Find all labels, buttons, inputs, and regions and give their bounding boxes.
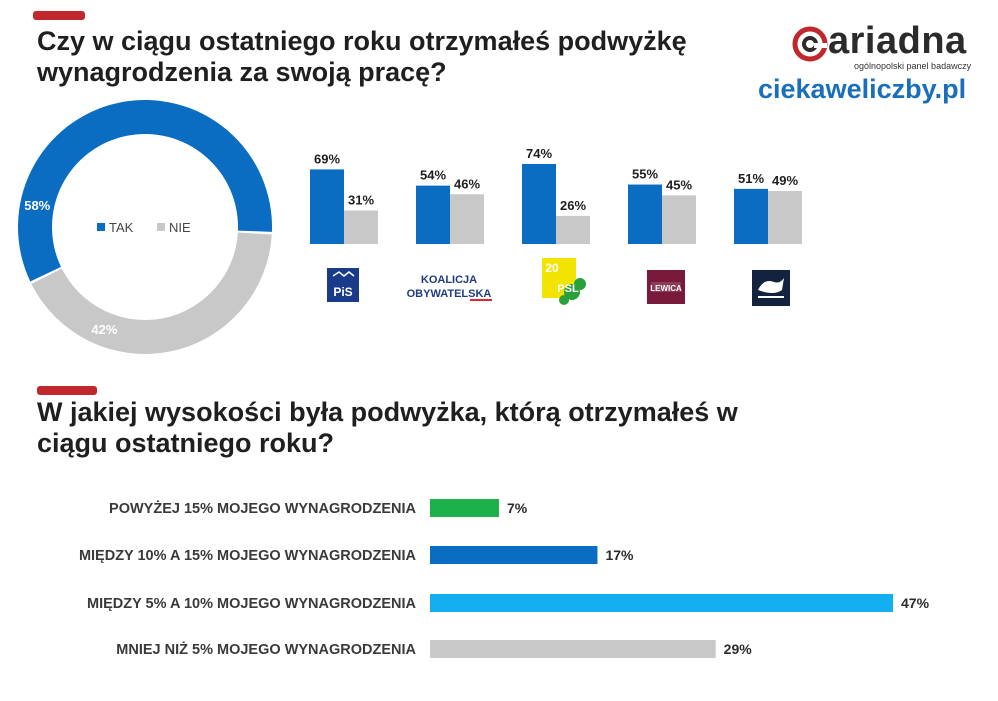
party-bar-label-1-nie: 31% [348, 192, 374, 207]
question-1-title-line-1: Czy w ciągu ostatniego roku otrzymałeś p… [37, 26, 687, 56]
party-bar-4-tak [628, 184, 662, 244]
raise-category-label-2: MIĘDZY 10% A 15% MOJEGO WYNAGRODZENIA [79, 548, 417, 564]
raise-value-label-3: 47% [901, 595, 930, 611]
raise-category-label-1: POWYŻEJ 15% MOJEGO WYNAGRODZENIA [109, 500, 416, 517]
question-2-title-line-2: ciągu ostatniego roku? [37, 427, 335, 458]
accent-bar-middle [37, 386, 97, 395]
party-bar-label-4-tak: 55% [632, 167, 658, 182]
party-bar-1-tak [310, 169, 344, 244]
legend-swatch-nie [157, 223, 165, 231]
party-bar-2-tak [416, 185, 450, 244]
donut-value-label-tak: 58% [24, 198, 50, 213]
svg-text:OBYWATELSKA: OBYWATELSKA [407, 288, 492, 300]
party-bar-5-nie [768, 191, 802, 244]
raise-bar-3 [430, 594, 893, 612]
accent-bar-top [33, 11, 85, 20]
legend-label-tak: TAK [109, 220, 134, 235]
raise-value-label-4: 29% [724, 641, 753, 657]
donut-slice-tak [17, 100, 272, 282]
donut-slice-nie [31, 232, 272, 355]
question-2-title: W jakiej wysokości była podwyżka, którą … [37, 397, 837, 459]
raise-value-label-2: 17% [605, 547, 634, 563]
legend-swatch-tak [97, 223, 105, 231]
party-bar-label-1-tak: 69% [314, 151, 340, 166]
svg-text:PSL: PSL [557, 283, 579, 295]
koalicja-obywatelska-logo: KOALICJA OBYWATELSKA [407, 274, 492, 301]
raise-bar-1 [430, 499, 499, 517]
raise-value-label-1: 7% [507, 500, 528, 516]
donut-value-label-nie: 42% [91, 322, 117, 337]
party-bar-3-nie [556, 215, 590, 244]
brand-tagline: ogólnopolski panel badawczy [854, 61, 972, 71]
question-1-title-line-2: wynagrodzenia za swoją pracę? [37, 56, 447, 87]
brand-name: ariadna [828, 20, 967, 62]
konfederacja-logo [752, 270, 790, 306]
party-bar-label-4-nie: 45% [666, 177, 692, 192]
raise-category-label-3: MIĘDZY 5% A 10% MOJEGO WYNAGRODZENIA [87, 596, 417, 612]
question-2-title-line-1: W jakiej wysokości była podwyżka, którą … [37, 397, 738, 427]
raise-category-label-4: MNIEJ NIŻ 5% MOJEGO WYNAGRODZENIA [116, 641, 416, 658]
question-1-title: Czy w ciągu ostatniego roku otrzymałeś p… [37, 26, 757, 88]
party-bar-label-5-nie: 49% [772, 173, 798, 188]
party-bar-5-tak [734, 188, 768, 244]
brand-site-link[interactable]: ciekaweliczby.pl [758, 74, 967, 104]
brand-block: ariadna ogólnopolski panel badawczy ciek… [758, 18, 978, 108]
svg-text:LEWICA: LEWICA [650, 284, 682, 293]
party-bar-label-5-tak: 51% [738, 171, 764, 186]
party-bar-label-2-nie: 46% [454, 176, 480, 191]
lewica-logo: LEWICA [647, 270, 685, 304]
party-bar-2-nie [450, 194, 484, 244]
legend-label-nie: NIE [169, 220, 191, 235]
ariadna-logo-icon [792, 26, 828, 62]
psl-logo: 20 PSL [542, 258, 586, 305]
party-bar-chart: 69% 31% 54% 46% 74% 26% 55% 45% 51% 49% PiS KOALICJ… [310, 146, 802, 306]
svg-text:PiS: PiS [333, 285, 352, 299]
party-bar-1-nie [344, 210, 378, 244]
svg-text:KOALICJA: KOALICJA [421, 274, 477, 286]
party-bar-label-3-nie: 26% [560, 198, 586, 213]
pis-logo: PiS [327, 268, 359, 302]
svg-text:20: 20 [545, 261, 559, 275]
party-bar-4-nie [662, 195, 696, 244]
raise-bar-2 [430, 546, 598, 564]
party-bar-3-tak [522, 164, 556, 244]
party-bar-label-3-tak: 74% [526, 146, 552, 161]
raise-bar-4 [430, 640, 716, 658]
donut-chart: 58% 42% TAK NIE [17, 100, 272, 355]
party-bar-label-2-tak: 54% [420, 168, 446, 183]
